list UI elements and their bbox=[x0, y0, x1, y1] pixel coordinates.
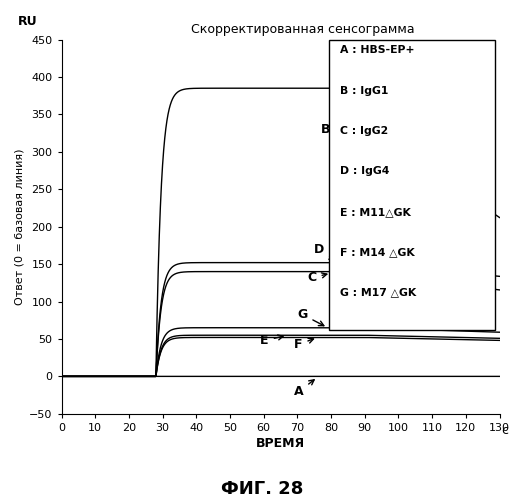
Text: RU: RU bbox=[18, 16, 37, 28]
FancyBboxPatch shape bbox=[329, 40, 495, 330]
Text: F : M14 △GK: F : M14 △GK bbox=[340, 248, 414, 258]
Text: D: D bbox=[314, 243, 334, 260]
Text: F: F bbox=[294, 338, 313, 351]
Text: D : IgG4: D : IgG4 bbox=[340, 166, 389, 176]
Title: Скорректированная сенсограмма: Скорректированная сенсограмма bbox=[191, 22, 414, 36]
Text: E: E bbox=[260, 334, 283, 347]
Text: ФИГ. 28: ФИГ. 28 bbox=[222, 480, 303, 498]
Text: B : IgG1: B : IgG1 bbox=[340, 86, 388, 96]
Y-axis label: Ответ (0 = базовая линия): Ответ (0 = базовая линия) bbox=[15, 148, 25, 305]
Text: C: C bbox=[308, 272, 327, 284]
Text: A : HBS-EP+: A : HBS-EP+ bbox=[340, 45, 414, 55]
Text: A: A bbox=[294, 380, 314, 398]
Text: C : IgG2: C : IgG2 bbox=[340, 126, 388, 136]
Text: с: с bbox=[502, 424, 509, 437]
Text: E : M11△GK: E : M11△GK bbox=[340, 207, 411, 217]
Text: B: B bbox=[321, 100, 342, 136]
Text: G: G bbox=[297, 308, 324, 326]
X-axis label: ВРЕМЯ: ВРЕМЯ bbox=[256, 437, 305, 450]
Text: G : M17 △GK: G : M17 △GK bbox=[340, 288, 416, 298]
